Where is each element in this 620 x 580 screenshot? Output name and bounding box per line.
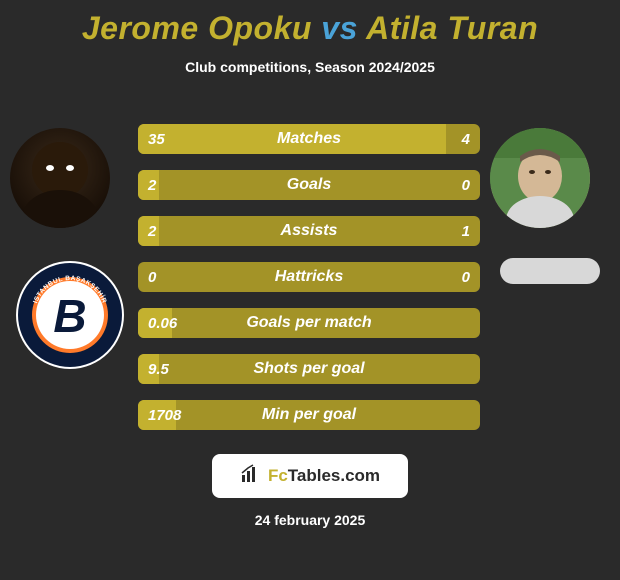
stats-bars: 35 Matches 4 2 Goals 0 2 Assists 1 0 Hattricks 0 0.0… — [138, 124, 480, 446]
stat-value-left: 0 — [148, 269, 156, 286]
stat-value-right: 1 — [462, 223, 470, 240]
stat-value-left: 0.06 — [148, 315, 177, 332]
stat-row: 2 Assists 1 — [138, 216, 480, 246]
stat-label: Hattricks — [275, 268, 343, 286]
stat-value-left: 35 — [148, 131, 165, 148]
player-left-name: Jerome Opoku — [82, 10, 312, 46]
club-right-badge — [500, 258, 600, 284]
stat-label: Goals — [287, 176, 331, 194]
stat-row: 2 Goals 0 — [138, 170, 480, 200]
player-left-avatar — [10, 128, 110, 228]
player-right-name: Atila Turan — [366, 10, 538, 46]
stat-value-left: 9.5 — [148, 361, 169, 378]
brand-pill: FcTables.com — [212, 454, 408, 498]
stat-value-left: 1708 — [148, 407, 181, 424]
stat-value-right: 0 — [462, 177, 470, 194]
vs-separator: vs — [321, 10, 358, 46]
stat-row: 0 Hattricks 0 — [138, 262, 480, 292]
stat-label: Matches — [277, 130, 341, 148]
stat-row: 1708 Min per goal — [138, 400, 480, 430]
stat-value-right: 4 — [462, 131, 470, 148]
stat-value-left: 2 — [148, 223, 156, 240]
stat-row: 9.5 Shots per goal — [138, 354, 480, 384]
stat-value-left: 2 — [148, 177, 156, 194]
subtitle: Club competitions, Season 2024/2025 — [0, 59, 620, 75]
brand-chart-icon — [240, 463, 262, 490]
footer-date: 24 february 2025 — [0, 512, 620, 528]
player-right-avatar — [490, 128, 590, 228]
stat-label: Goals per match — [246, 314, 371, 332]
stat-label: Assists — [281, 222, 338, 240]
brand-text-tables: Tables — [288, 466, 341, 485]
stat-row: 0.06 Goals per match — [138, 308, 480, 338]
stat-label: Shots per goal — [253, 360, 364, 378]
brand-text-fc: Fc — [268, 466, 288, 485]
stat-value-right: 0 — [462, 269, 470, 286]
comparison-title: Jerome Opoku vs Atila Turan — [0, 0, 620, 47]
svg-text:B: B — [53, 290, 86, 342]
club-left-badge: B ISTANBUL BAŞAKŞEHİR — [15, 260, 125, 370]
stat-row: 35 Matches 4 — [138, 124, 480, 154]
brand-text: FcTables.com — [268, 466, 380, 486]
stat-label: Min per goal — [262, 406, 356, 424]
brand-text-com: .com — [340, 466, 380, 485]
